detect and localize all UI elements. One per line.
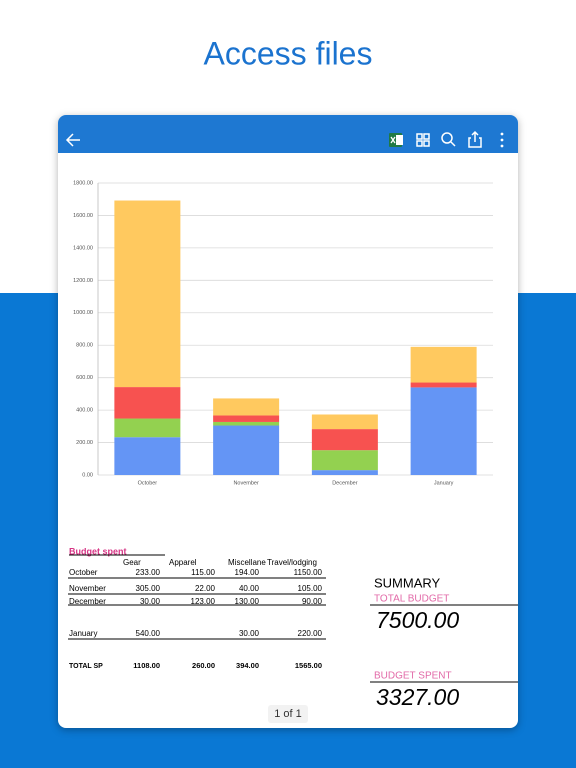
- bar-segment: [213, 421, 280, 426]
- bar-segment: [311, 470, 378, 475]
- back-button[interactable]: [65, 133, 80, 147]
- cell: 394.00: [236, 661, 259, 670]
- bar-segment: [114, 437, 181, 475]
- cell: 233.00: [136, 568, 161, 577]
- row-label: October: [69, 568, 98, 577]
- x-tick-label: January: [434, 480, 454, 486]
- budget-spent: 3327.00: [376, 684, 459, 710]
- y-tick-label: 400.00: [76, 408, 93, 414]
- bar-segment: [410, 382, 477, 388]
- y-tick-label: 1600.00: [73, 213, 93, 219]
- table-title: Budget spent: [69, 546, 127, 556]
- cell: 540.00: [136, 629, 161, 638]
- x-tick-label: October: [138, 480, 158, 486]
- toolbar-icons: [65, 130, 482, 148]
- excel-button[interactable]: [389, 133, 403, 147]
- y-tick-label: 1400.00: [73, 245, 93, 251]
- cell: 123.00: [191, 597, 216, 606]
- column-header: Apparel: [169, 558, 197, 567]
- cell: 130.00: [235, 597, 260, 606]
- pager-bg: [268, 705, 308, 723]
- bar-segment: [213, 398, 280, 416]
- row-label: November: [69, 584, 106, 593]
- more-button[interactable]: [500, 132, 504, 148]
- summary-title: SUMMARY: [374, 575, 441, 590]
- cell: 194.00: [235, 568, 260, 577]
- row-label: December: [69, 597, 106, 606]
- bar-segment: [114, 418, 181, 438]
- cell: 220.00: [298, 629, 323, 638]
- y-tick-label: 1800.00: [73, 180, 93, 186]
- cell: 40.00: [239, 584, 260, 593]
- column-header: Gear: [123, 558, 141, 567]
- summary: SUMMARY TOTAL BUDGET 7500.00 BUDGET SPEN…: [370, 575, 518, 710]
- total-budget-label: TOTAL BUDGET: [374, 594, 449, 605]
- cell: 1150.00: [294, 568, 323, 577]
- column-header: Travel/lodging: [267, 558, 317, 567]
- cell: 30.00: [140, 597, 161, 606]
- share-button[interactable]: [468, 130, 482, 148]
- pager: 1 of 1: [274, 708, 302, 720]
- cell: 105.00: [298, 584, 323, 593]
- chart: 0.00 200.00 400.00 600.00 800.00 1000.00 1200.…: [73, 180, 493, 486]
- cell: 260.00: [192, 661, 215, 670]
- bar-segment: [114, 200, 181, 388]
- cell: 90.00: [302, 597, 323, 606]
- bar-segment: [410, 387, 477, 475]
- y-tick-label: 1200.00: [73, 278, 93, 284]
- bar-segment: [114, 387, 181, 419]
- row-label: January: [69, 629, 97, 638]
- x-tick-label: December: [332, 480, 358, 486]
- y-tick-label: 200.00: [76, 440, 93, 446]
- cell: 115.00: [191, 568, 215, 577]
- bar-segment: [410, 346, 477, 383]
- y-tick-label: 800.00: [76, 343, 93, 349]
- cell: 1565.00: [295, 661, 322, 670]
- search-button[interactable]: [441, 132, 456, 147]
- headline: Access files: [204, 35, 373, 71]
- bar-segment: [213, 425, 280, 475]
- bar-segment: [311, 450, 378, 471]
- bar-segment: [311, 429, 378, 451]
- total-budget: 7500.00: [376, 607, 459, 633]
- bar-segment: [311, 414, 378, 430]
- y-tick-label: 1000.00: [73, 310, 93, 316]
- budget-table: Budget spent Gear Apparel Miscellane Travel…: [68, 546, 326, 670]
- column-header: Miscellane: [228, 558, 266, 567]
- y-tick-label: 0.00: [82, 472, 93, 478]
- x-tick-label: November: [233, 480, 259, 486]
- budget-spent-label: BUDGET SPENT: [374, 671, 452, 682]
- cell: 22.00: [195, 584, 216, 593]
- cell: 30.00: [239, 629, 260, 638]
- y-tick-label: 600.00: [76, 375, 93, 381]
- bar-segment: [213, 415, 280, 422]
- grid-button[interactable]: [416, 133, 430, 147]
- cell: 1108.00: [133, 661, 160, 670]
- row-label: TOTAL SP: [69, 663, 103, 670]
- cell: 305.00: [136, 584, 161, 593]
